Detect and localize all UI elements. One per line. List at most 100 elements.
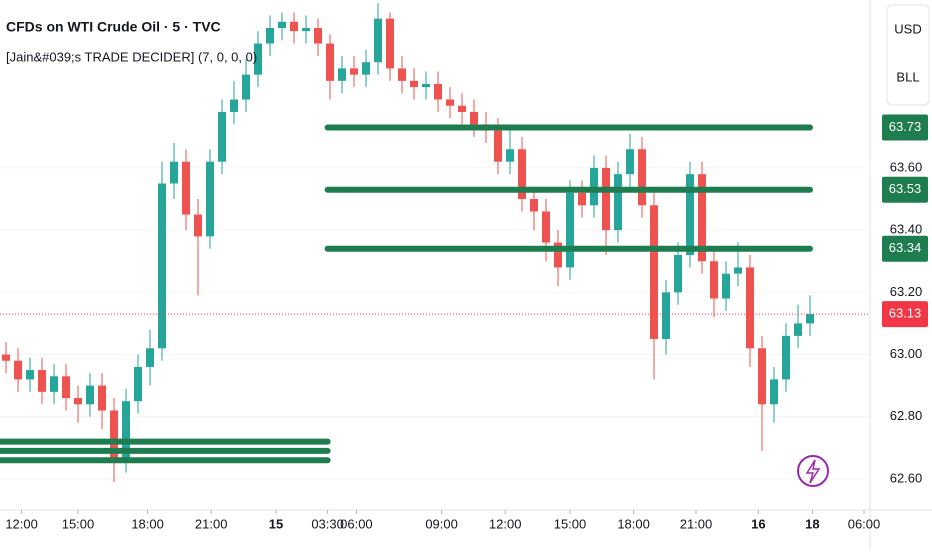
candle-body [746, 267, 754, 349]
y-tick-label: 63.00 [890, 346, 923, 361]
candle-body [338, 68, 346, 81]
candle-body [686, 174, 694, 255]
x-tick-label: 15:00 [62, 516, 95, 531]
candle-body [218, 111, 226, 162]
x-tick-label: 15:00 [554, 516, 587, 531]
candle-body [782, 335, 790, 380]
candle-body [134, 366, 142, 402]
candle-body [362, 62, 370, 75]
candle-body [638, 149, 646, 206]
candle-body [86, 385, 94, 405]
x-tick-label: 18 [805, 516, 819, 531]
unit[interactable]: BLL [896, 69, 919, 84]
x-tick-label: 21:00 [195, 516, 228, 531]
price-label-box [882, 235, 928, 262]
candle-body [170, 161, 178, 184]
y-tick-label: 62.80 [890, 408, 923, 423]
y-tick-label: 63.20 [890, 284, 923, 299]
y-tick-label: 63.40 [890, 222, 923, 237]
candle-body [386, 18, 394, 69]
candle-body [602, 167, 610, 231]
candle-body [494, 130, 502, 162]
candle-body [398, 68, 406, 81]
lightning-icon[interactable] [797, 455, 829, 487]
x-tick-label: 18:00 [617, 516, 650, 531]
candle-body [194, 214, 202, 237]
y-tick-label: 62.60 [890, 470, 923, 485]
candle-body [698, 174, 706, 262]
candle-body [254, 43, 262, 75]
price-label: 63.34 [889, 240, 922, 255]
last-price-label: 63.13 [889, 306, 922, 321]
candle-body [50, 376, 58, 392]
candle-body [626, 149, 634, 175]
candle-body [278, 21, 286, 28]
candle-body [650, 205, 658, 339]
candle-body [458, 105, 466, 112]
candle-body [26, 370, 34, 380]
currency-box[interactable] [886, 4, 930, 106]
currency[interactable]: USD [894, 21, 921, 36]
candle-body [14, 360, 22, 380]
chart-title: CFDs on WTI Crude Oil · 5 · TVC [6, 19, 221, 35]
indicator-name: [Jain&#039;s TRADE DECIDER] (7, 0, 0, 0) [6, 49, 257, 64]
candle-body [734, 267, 742, 274]
price-label-box [882, 114, 928, 141]
x-tick-label: 06:00 [340, 516, 373, 531]
candle-body [74, 398, 82, 405]
x-tick-label: 21:00 [680, 516, 713, 531]
candle-body [62, 376, 70, 399]
x-tick-label: 15 [269, 516, 283, 531]
candle-body [2, 354, 10, 361]
candle-body [758, 348, 766, 405]
x-tick-label: 09:00 [425, 516, 458, 531]
x-tick-label: 16 [751, 516, 765, 531]
candle-body [302, 27, 310, 32]
candle-body [230, 99, 238, 112]
y-tick-label: 63.60 [890, 159, 923, 174]
candle-body [158, 183, 166, 349]
candle-body [242, 74, 250, 100]
candle-body [770, 379, 778, 405]
x-tick-label: 06:00 [848, 516, 881, 531]
candle-body [350, 68, 358, 75]
price-label-box [882, 176, 928, 203]
candle-body [206, 161, 214, 237]
candle-body [122, 401, 130, 461]
candle-body [614, 174, 622, 231]
candle-body [434, 83, 442, 100]
x-tick-label: 12:00 [5, 516, 38, 531]
candle-body [146, 348, 154, 367]
candle-body [518, 149, 526, 200]
plot-area [0, 3, 870, 483]
candle-body [554, 242, 562, 268]
candle-body [326, 43, 334, 81]
price-label: 63.73 [889, 119, 922, 134]
candle-body [182, 161, 190, 215]
candle-body [374, 18, 382, 63]
candle-body [470, 111, 478, 125]
price-label: 63.53 [889, 181, 922, 196]
candle-body [446, 99, 454, 106]
candle-body [794, 323, 802, 336]
candle-body [542, 211, 550, 243]
candle-body [566, 192, 574, 268]
candle-body [590, 167, 598, 206]
x-tick-label: 03:30 [311, 516, 344, 531]
candle-body [98, 385, 106, 411]
candle-body [578, 192, 586, 206]
candle-body [422, 83, 430, 88]
candle-body [530, 199, 538, 212]
candle-body [314, 27, 322, 44]
candle-body [662, 292, 670, 339]
candle-body [38, 370, 46, 392]
candle-body [710, 261, 718, 299]
candle-body [266, 27, 274, 44]
x-tick-label: 18:00 [131, 516, 164, 531]
candle-body [722, 273, 730, 299]
candle-body [806, 314, 814, 324]
candle-body [410, 80, 418, 88]
candle-body [506, 149, 514, 162]
